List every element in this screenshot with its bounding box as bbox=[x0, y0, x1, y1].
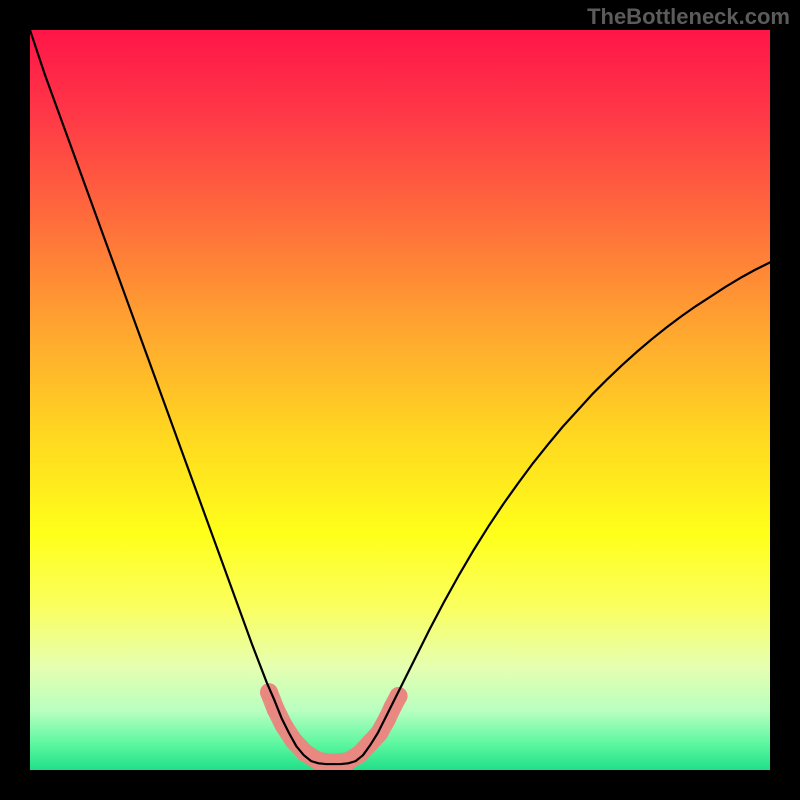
watermark-text: TheBottleneck.com bbox=[587, 4, 790, 30]
curve-layer bbox=[30, 30, 770, 770]
chart-frame: TheBottleneck.com bbox=[0, 0, 800, 800]
bottleneck-curve bbox=[30, 30, 770, 764]
plot-area bbox=[30, 30, 770, 770]
highlight-markers bbox=[260, 683, 407, 770]
